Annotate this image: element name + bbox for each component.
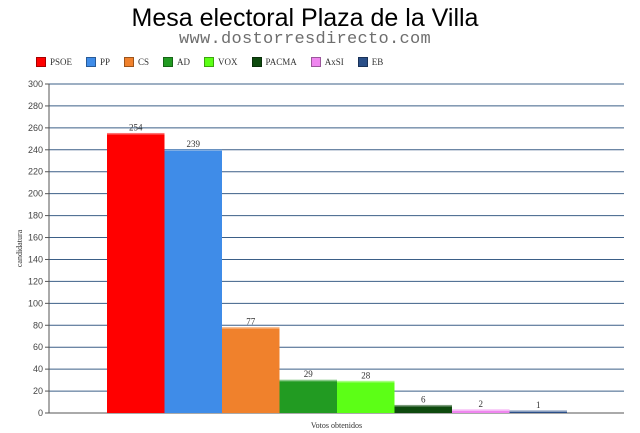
legend-item-cs: CS bbox=[124, 57, 149, 67]
legend-item-psoe: PSOE bbox=[36, 57, 72, 67]
legend-swatch bbox=[86, 57, 97, 67]
legend-item-pacma: PACMA bbox=[251, 57, 297, 67]
data-label-psoe: 254 bbox=[129, 122, 143, 132]
data-label-ad: 29 bbox=[304, 369, 314, 379]
legend-label: AD bbox=[177, 57, 191, 67]
bar-cs bbox=[222, 328, 280, 413]
y-tick-label: 60 bbox=[33, 342, 43, 352]
legend-item-axsi: AxSI bbox=[310, 57, 344, 67]
y-tick-label: 160 bbox=[28, 233, 43, 243]
legend-item-vox: VOX bbox=[204, 57, 238, 67]
legend-item-pp: PP bbox=[86, 57, 110, 67]
y-tick-label: 180 bbox=[28, 211, 43, 221]
bar-psoe bbox=[107, 134, 165, 414]
legend-label: EB bbox=[371, 57, 384, 67]
chart-title: Mesa electoral Plaza de la Villa bbox=[131, 4, 479, 32]
legend-swatch bbox=[163, 57, 174, 67]
legend-label: PSOE bbox=[50, 57, 73, 67]
legend-swatch bbox=[310, 57, 321, 67]
y-tick-label: 240 bbox=[28, 145, 43, 155]
y-tick-label: 120 bbox=[28, 276, 43, 286]
legend-label: PP bbox=[100, 57, 111, 67]
y-tick-label: 100 bbox=[28, 298, 43, 308]
y-axis-label: candidatura bbox=[15, 229, 24, 267]
y-tick-label: 300 bbox=[28, 79, 43, 89]
y-tick-label: 20 bbox=[33, 386, 43, 396]
legend-label: VOX bbox=[218, 57, 238, 67]
y-tick-label: 40 bbox=[33, 364, 43, 374]
bar-pacma bbox=[394, 406, 452, 413]
legend-label: CS bbox=[138, 57, 150, 67]
bar-top-edge bbox=[452, 409, 510, 411]
data-label-cs: 77 bbox=[246, 317, 256, 327]
chart-legend: PSOE PP CS AD VOX PACMA AxSI EB bbox=[36, 55, 397, 69]
legend-label: PACMA bbox=[265, 57, 297, 67]
bar-top-edge bbox=[222, 327, 280, 329]
bar-top-edge bbox=[394, 404, 452, 407]
bar-top-edge bbox=[279, 379, 337, 382]
data-label-eb: 1 bbox=[536, 400, 541, 410]
legend-label: AxSI bbox=[324, 57, 344, 67]
legend-swatch bbox=[204, 57, 215, 67]
y-tick-label: 0 bbox=[38, 408, 43, 418]
x-axis-label: Votos obtenidos bbox=[311, 421, 362, 430]
bar-vox bbox=[337, 382, 395, 413]
bar-ad bbox=[279, 381, 337, 413]
y-tick-label: 200 bbox=[28, 189, 43, 199]
data-label-axsi: 2 bbox=[479, 399, 484, 409]
bar-eb bbox=[509, 411, 567, 413]
y-tick-label: 220 bbox=[28, 167, 43, 177]
legend-swatch bbox=[124, 57, 135, 67]
legend-swatch bbox=[357, 57, 368, 67]
y-tick-label: 280 bbox=[28, 101, 43, 111]
legend-swatch bbox=[251, 57, 262, 67]
legend-item-ad: AD bbox=[163, 57, 190, 67]
bar-top-edge bbox=[337, 380, 395, 383]
data-label-vox: 28 bbox=[361, 370, 371, 380]
chart-subtitle: www.dostorresdirecto.com bbox=[178, 30, 432, 49]
y-tick-label: 140 bbox=[28, 254, 43, 264]
legend-item-eb: EB bbox=[357, 57, 384, 67]
y-tick-label: 260 bbox=[28, 123, 43, 133]
bar-top-edge bbox=[164, 149, 222, 151]
y-tick-label: 80 bbox=[33, 320, 43, 330]
bar-top-edge bbox=[107, 132, 165, 135]
bar-top-edge bbox=[509, 410, 567, 412]
data-label-pp: 239 bbox=[187, 139, 201, 149]
bar-axsi bbox=[452, 410, 510, 413]
legend-swatch bbox=[36, 57, 46, 67]
bar-pp bbox=[164, 150, 222, 413]
data-label-pacma: 6 bbox=[421, 394, 426, 404]
